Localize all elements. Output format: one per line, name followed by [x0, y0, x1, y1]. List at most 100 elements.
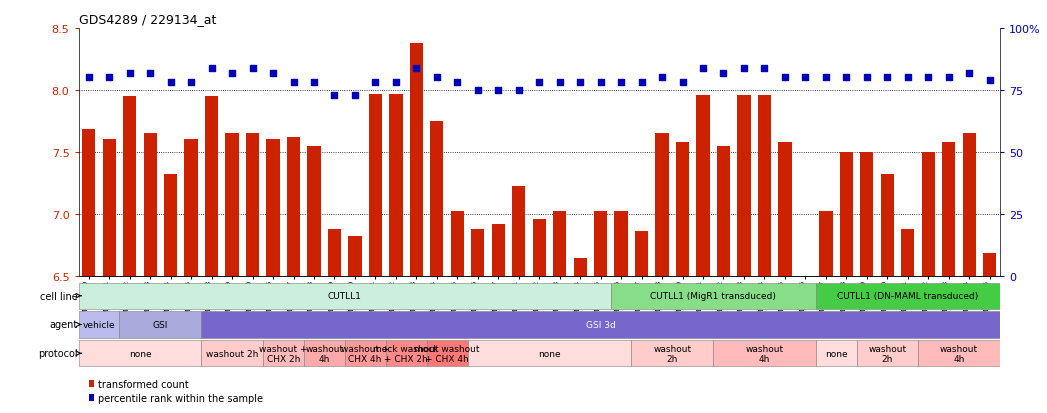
Text: transformed count: transformed count [98, 379, 188, 389]
Point [121, 70, 138, 77]
Bar [184, 140, 198, 276]
Point [531, 80, 548, 87]
Bar [696, 95, 710, 276]
Bar [717, 146, 730, 276]
Point [674, 80, 691, 87]
Bar [816, 283, 1000, 309]
Bar [881, 175, 894, 276]
Point [756, 65, 773, 72]
Bar [634, 231, 648, 276]
Point [408, 65, 425, 72]
Point [818, 75, 834, 82]
Text: mock washout
+ CHX 4h: mock washout + CHX 4h [415, 344, 480, 363]
Point [878, 75, 895, 82]
Bar [225, 134, 239, 276]
Text: washout +
CHX 2h: washout + CHX 2h [259, 344, 308, 363]
Bar [655, 134, 669, 276]
Point [347, 92, 363, 99]
Text: GSI: GSI [153, 320, 169, 329]
Text: CUTLL1: CUTLL1 [328, 292, 361, 301]
Bar [574, 259, 586, 276]
Bar [349, 236, 361, 276]
Bar [901, 229, 914, 276]
Text: vehicle: vehicle [83, 320, 115, 329]
Bar [369, 94, 382, 276]
Bar [89, 380, 94, 387]
Bar [266, 140, 280, 276]
Point [899, 75, 916, 82]
Point [653, 75, 670, 82]
Text: washout
2h: washout 2h [868, 344, 907, 363]
Bar [921, 152, 935, 276]
Bar [758, 95, 771, 276]
Point [694, 65, 711, 72]
Point [961, 70, 978, 77]
Point [449, 80, 466, 87]
Bar [471, 229, 485, 276]
Point [777, 75, 794, 82]
Bar [983, 254, 997, 276]
Text: washout
2h: washout 2h [653, 344, 691, 363]
Point [244, 65, 261, 72]
Bar [631, 340, 713, 366]
Point [203, 65, 220, 72]
Bar [468, 340, 631, 366]
Bar [308, 146, 320, 276]
Point [612, 80, 629, 87]
Bar [816, 340, 856, 366]
Bar [676, 142, 689, 276]
Bar [533, 219, 545, 276]
Text: GDS4289 / 229134_at: GDS4289 / 229134_at [79, 13, 216, 26]
Point [306, 80, 322, 87]
Bar [287, 138, 300, 276]
Bar [79, 340, 201, 366]
Bar [594, 212, 607, 276]
Bar [778, 142, 792, 276]
Bar [492, 224, 505, 276]
Text: percentile rank within the sample: percentile rank within the sample [98, 393, 263, 403]
Point [141, 70, 158, 77]
Bar [918, 340, 1000, 366]
Bar [819, 212, 832, 276]
Point [859, 75, 875, 82]
Bar [962, 134, 976, 276]
Point [797, 75, 814, 82]
Text: mock washout
+ CHX 2h: mock washout + CHX 2h [374, 344, 439, 363]
Bar [426, 340, 468, 366]
Point [920, 75, 937, 82]
Bar [389, 94, 402, 276]
Bar [610, 283, 816, 309]
Text: protocol: protocol [38, 349, 77, 358]
Text: washout +
CHX 4h: washout + CHX 4h [341, 344, 389, 363]
Bar [409, 44, 423, 276]
Bar [942, 142, 955, 276]
Point [183, 80, 200, 87]
Bar [201, 311, 1000, 338]
Bar [89, 394, 94, 401]
Bar [119, 311, 201, 338]
Bar [103, 140, 116, 276]
Bar [246, 134, 260, 276]
Point [162, 80, 179, 87]
Bar [553, 212, 566, 276]
Bar [79, 283, 610, 309]
Point [510, 88, 527, 94]
Bar [344, 340, 385, 366]
Point [736, 65, 753, 72]
Text: washout
4h: washout 4h [745, 344, 783, 363]
Text: none: none [129, 349, 151, 358]
Bar [450, 212, 464, 276]
Point [387, 80, 404, 87]
Point [593, 80, 609, 87]
Text: agent: agent [49, 320, 77, 330]
Point [490, 88, 507, 94]
Text: cell line: cell line [40, 291, 77, 301]
Point [838, 75, 854, 82]
Point [469, 88, 486, 94]
Point [715, 70, 732, 77]
Point [81, 75, 97, 82]
Text: washout 2h: washout 2h [206, 349, 259, 358]
Bar [385, 340, 426, 366]
Point [265, 70, 282, 77]
Text: washout
4h: washout 4h [305, 344, 343, 363]
